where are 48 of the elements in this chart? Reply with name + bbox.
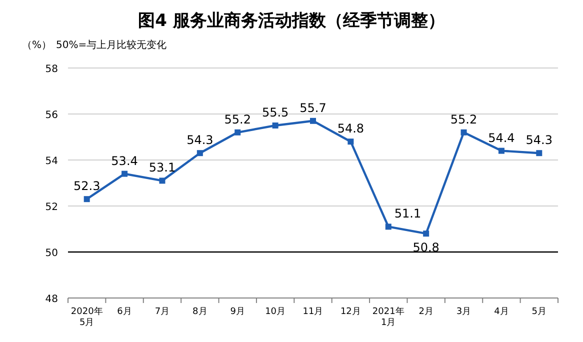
point [498, 148, 504, 154]
point [536, 150, 542, 156]
x-tick-label: 10月 [265, 307, 286, 317]
point [122, 170, 128, 177]
point [348, 138, 354, 145]
y-tick-label: 56 [45, 110, 58, 121]
point [310, 118, 316, 124]
data-label: 51.1 [394, 206, 422, 221]
data-label: 53.4 [111, 154, 138, 168]
x-tick-label: 4月 [494, 307, 509, 317]
x-tick-label: 3月 [456, 307, 472, 317]
y-tick-label: 48 [45, 294, 58, 305]
x-tick-label: 2020年 5月 [70, 306, 103, 328]
x-tick-label: 9月 [230, 307, 245, 317]
data-label: 54.8 [337, 122, 364, 136]
x-tick-label: 5月 [532, 307, 547, 317]
data-label: 55.5 [262, 106, 289, 120]
data-label: 55.7 [300, 100, 326, 115]
point [272, 122, 278, 128]
chart-title: 图4 服务业商务活动指数（经季节调整） [138, 11, 445, 31]
y-tick-label: 58 [45, 64, 58, 75]
data-label: 53.1 [148, 160, 176, 175]
y-axis-title: （%） [22, 40, 52, 51]
point [196, 150, 203, 156]
point [385, 224, 392, 230]
x-tick-label: 8月 [192, 307, 208, 317]
point [460, 129, 467, 136]
data-label: 50.8 [412, 240, 440, 255]
point [234, 129, 241, 136]
y-tick-label: 50 [45, 248, 58, 259]
data-label: 52.3 [73, 179, 100, 194]
data-label: 55.2 [224, 112, 251, 126]
data-label: 54.3 [186, 133, 214, 148]
x-tick-label: 2021年 1月 [372, 306, 404, 328]
y-tick-label: 52 [45, 202, 58, 213]
data-label: 54.3 [526, 133, 553, 148]
x-tick-label: 7月 [154, 307, 170, 317]
point [84, 196, 90, 202]
data-label: 55.2 [450, 112, 478, 126]
text: 50%=与上月比较无变化 [56, 39, 167, 51]
y-tick-label: 54 [45, 156, 58, 167]
data-label: 54.4 [488, 130, 515, 145]
x-tick-label: 2月 [418, 307, 434, 317]
point [159, 178, 166, 184]
x-tick-label: 11月 [302, 307, 324, 317]
point [423, 230, 430, 237]
x-tick-label: 12月 [340, 307, 361, 317]
x-tick-label: 6月 [117, 307, 132, 317]
